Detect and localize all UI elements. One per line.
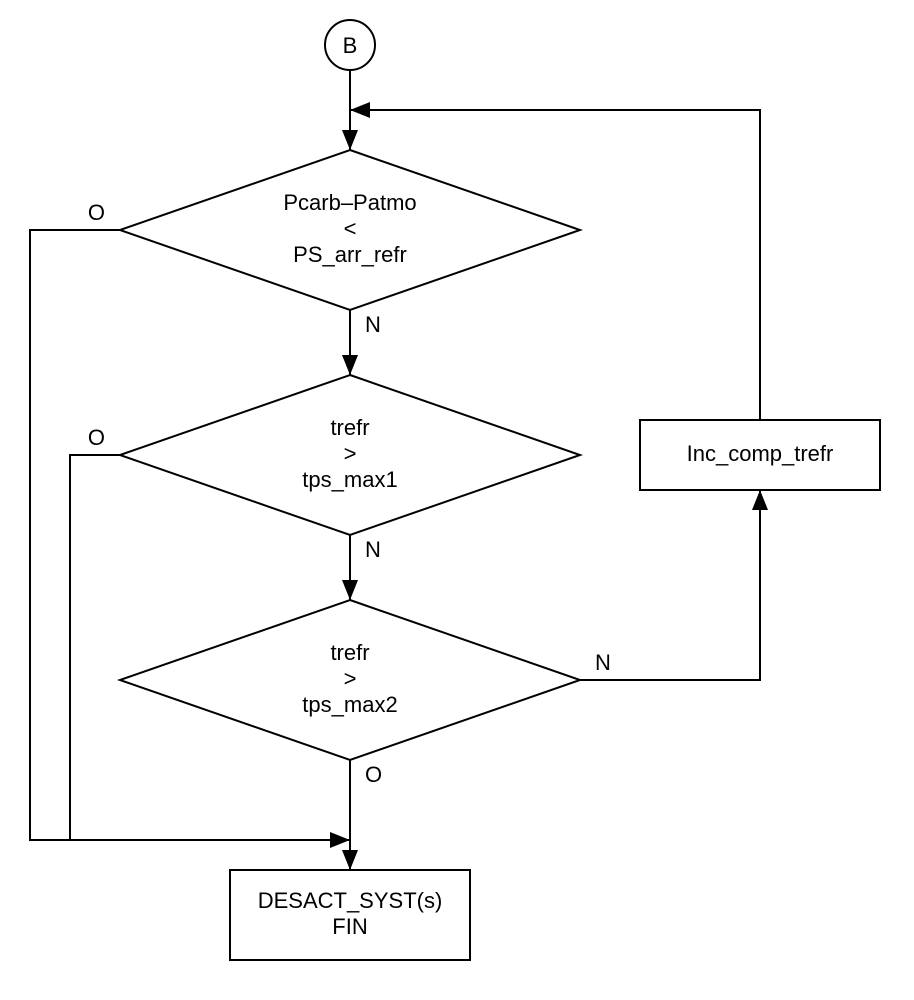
decision-d3-line-0: trefr xyxy=(330,640,369,665)
edge-5 xyxy=(70,455,120,840)
d1-left-label: O xyxy=(88,200,105,225)
decision-d2-line-1: > xyxy=(344,441,357,466)
decision-d3-line-2: tps_max2 xyxy=(302,692,397,717)
terminal-t1-line-1: FIN xyxy=(332,914,367,939)
decision-d2-line-0: trefr xyxy=(330,415,369,440)
d3-bottom-label: O xyxy=(365,762,382,787)
d2-left-label: O xyxy=(88,425,105,450)
decision-d1-line-1: < xyxy=(344,216,357,241)
decision-d2-line-2: tps_max1 xyxy=(302,467,397,492)
d1-bottom-label: N xyxy=(365,312,381,337)
start-label: B xyxy=(343,33,358,58)
process-p1-line-0: Inc_comp_trefr xyxy=(687,441,834,466)
d2-bottom-label: N xyxy=(365,537,381,562)
terminal-t1-line-0: DESACT_SYST(s) xyxy=(258,888,443,913)
decision-d1-line-2: PS_arr_refr xyxy=(293,242,407,267)
d3-right-label: N xyxy=(595,650,611,675)
decision-d3-line-1: > xyxy=(344,666,357,691)
decision-d1-line-0: Pcarb–Patmo xyxy=(283,190,416,215)
edge-4 xyxy=(30,230,350,840)
